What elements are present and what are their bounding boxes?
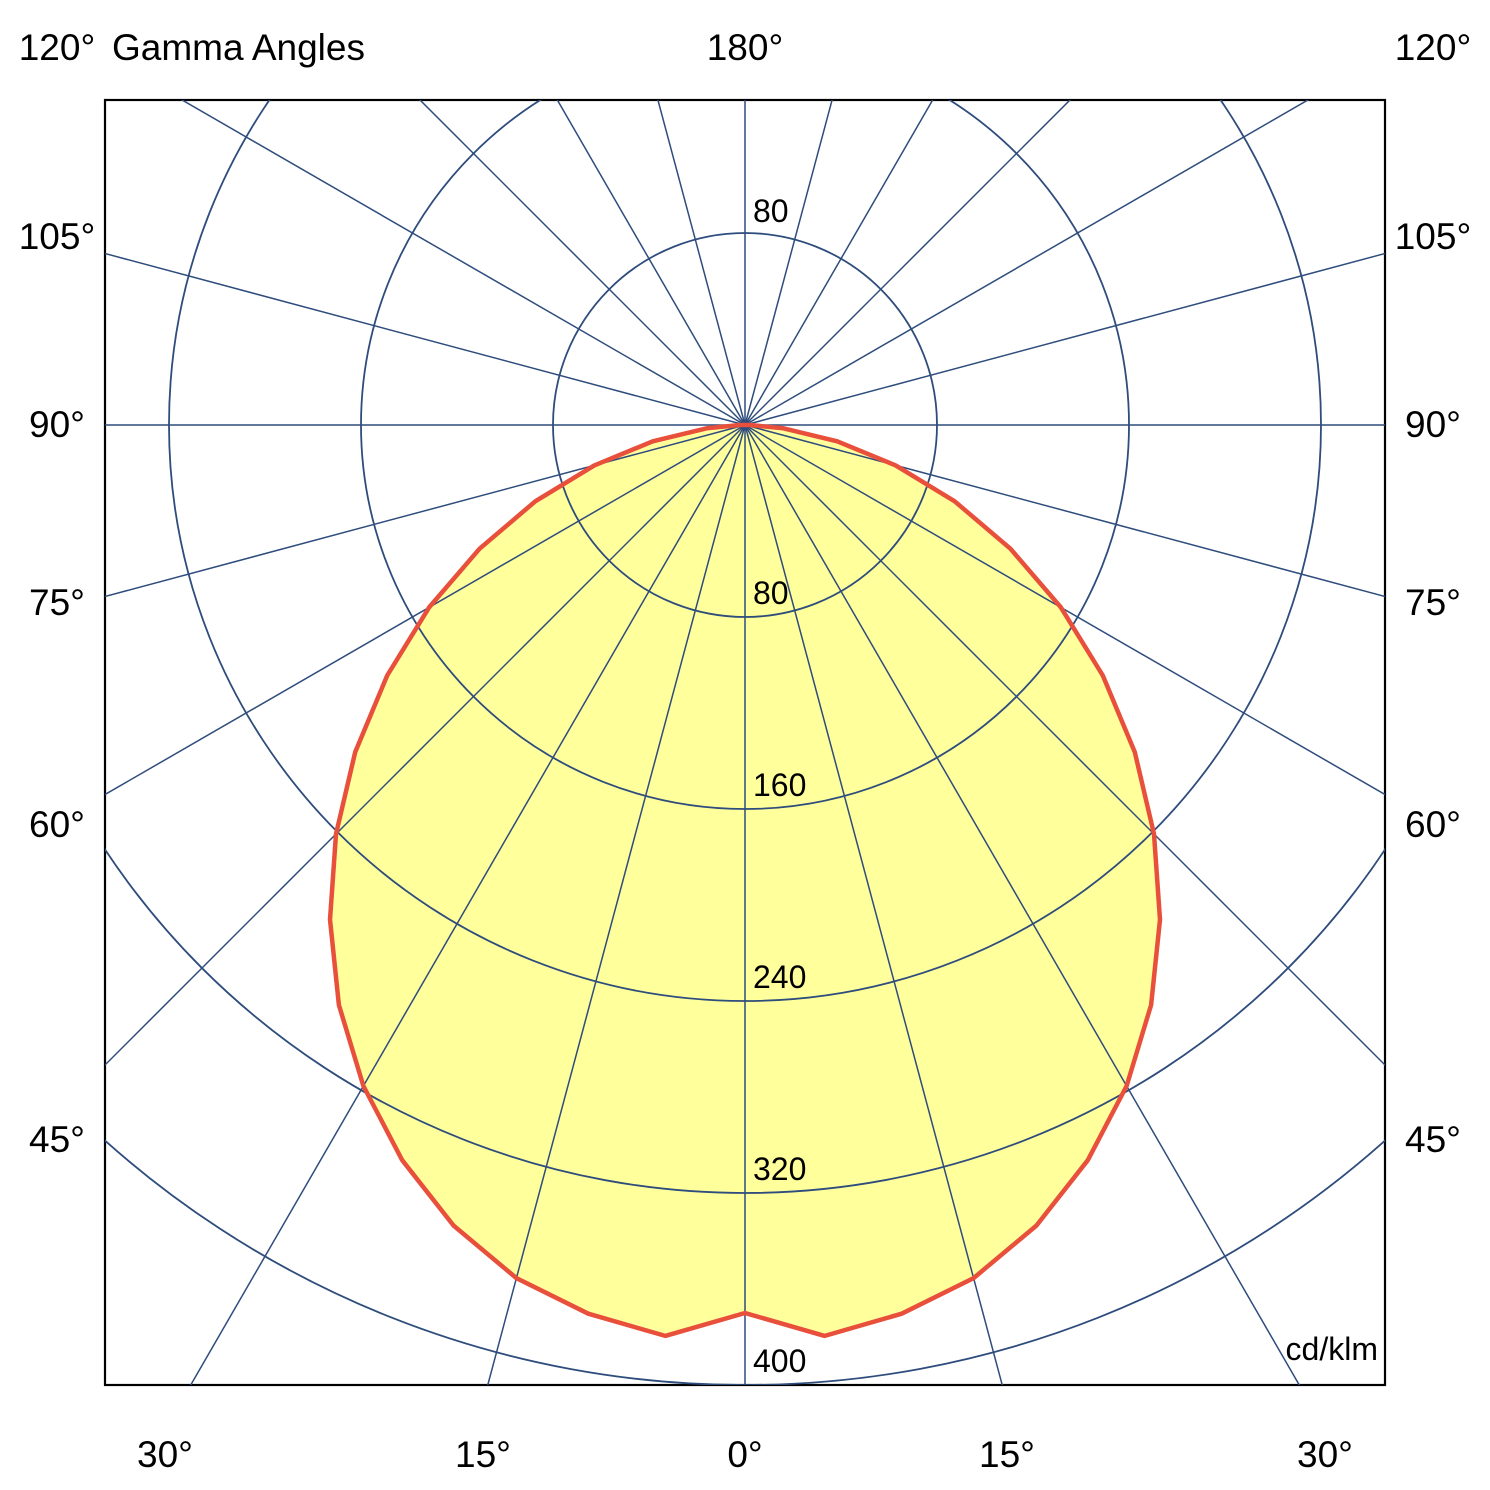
grid-ray-345 xyxy=(486,424,746,1385)
grid-ray-105 xyxy=(744,252,1385,426)
chart-labels: Gamma Angles 180° 120° 105° 90° 75° 60° 45° 120°… xyxy=(19,27,1472,1475)
radial-tick-label-320: 320 xyxy=(753,1151,806,1187)
top-angle-label: 180° xyxy=(707,27,784,68)
radial-tick-label-400: 400 xyxy=(753,1343,806,1379)
right-angle-label-120: 120° xyxy=(1395,27,1472,68)
left-angle-label-90: 90° xyxy=(29,404,85,445)
left-angle-label-120: 120° xyxy=(19,27,96,68)
radial-tick-label-240: 240 xyxy=(753,959,806,995)
grid-ray-315 xyxy=(105,424,746,1067)
right-angle-label-105: 105° xyxy=(1395,216,1472,257)
grid-ray-285 xyxy=(105,424,746,598)
grid-ray-45 xyxy=(744,424,1385,1067)
right-angle-label-90: 90° xyxy=(1405,404,1461,445)
grid-ray-330 xyxy=(189,424,746,1385)
bottom-angle-label-4: 30° xyxy=(1297,1434,1353,1475)
left-angle-label-45: 45° xyxy=(29,1119,85,1160)
grid-ray-255 xyxy=(105,252,746,426)
right-angle-label-75: 75° xyxy=(1405,582,1461,623)
radial-tick-label-160: 160 xyxy=(753,767,806,803)
grid-ray-150 xyxy=(744,100,934,426)
grid-ray-30 xyxy=(744,424,1301,1385)
grid-ray-195 xyxy=(657,100,746,426)
radial-tick-label-80: 80 xyxy=(753,575,789,611)
grid-ray-210 xyxy=(556,100,746,426)
left-angle-label-105: 105° xyxy=(19,216,96,257)
radial-tick-label-above-80: 80 xyxy=(753,193,789,229)
bottom-angle-label-0: 30° xyxy=(137,1434,193,1475)
left-angle-label-75: 75° xyxy=(29,582,85,623)
chart-title: Gamma Angles xyxy=(112,27,365,68)
grid-ray-300 xyxy=(105,424,746,796)
unit-label: cd/klm xyxy=(1286,1331,1378,1367)
grid-ray-15 xyxy=(744,424,1004,1385)
grid-ray-120 xyxy=(744,100,1310,426)
right-angle-label-60: 60° xyxy=(1405,804,1461,845)
grid-ray-60 xyxy=(744,424,1385,796)
grid-ray-135 xyxy=(744,100,1072,426)
bottom-angle-label-1: 15° xyxy=(455,1434,511,1475)
intensity-curve xyxy=(327,422,1163,1339)
left-angle-label-60: 60° xyxy=(29,804,85,845)
right-angle-label-45: 45° xyxy=(1405,1119,1461,1160)
grid-ray-75 xyxy=(744,424,1385,598)
grid-ray-240 xyxy=(180,100,746,426)
bottom-angle-label-2: 0° xyxy=(727,1434,762,1475)
grid-ray-225 xyxy=(418,100,746,426)
bottom-angle-label-3: 15° xyxy=(979,1434,1035,1475)
grid-ray-165 xyxy=(744,100,833,426)
